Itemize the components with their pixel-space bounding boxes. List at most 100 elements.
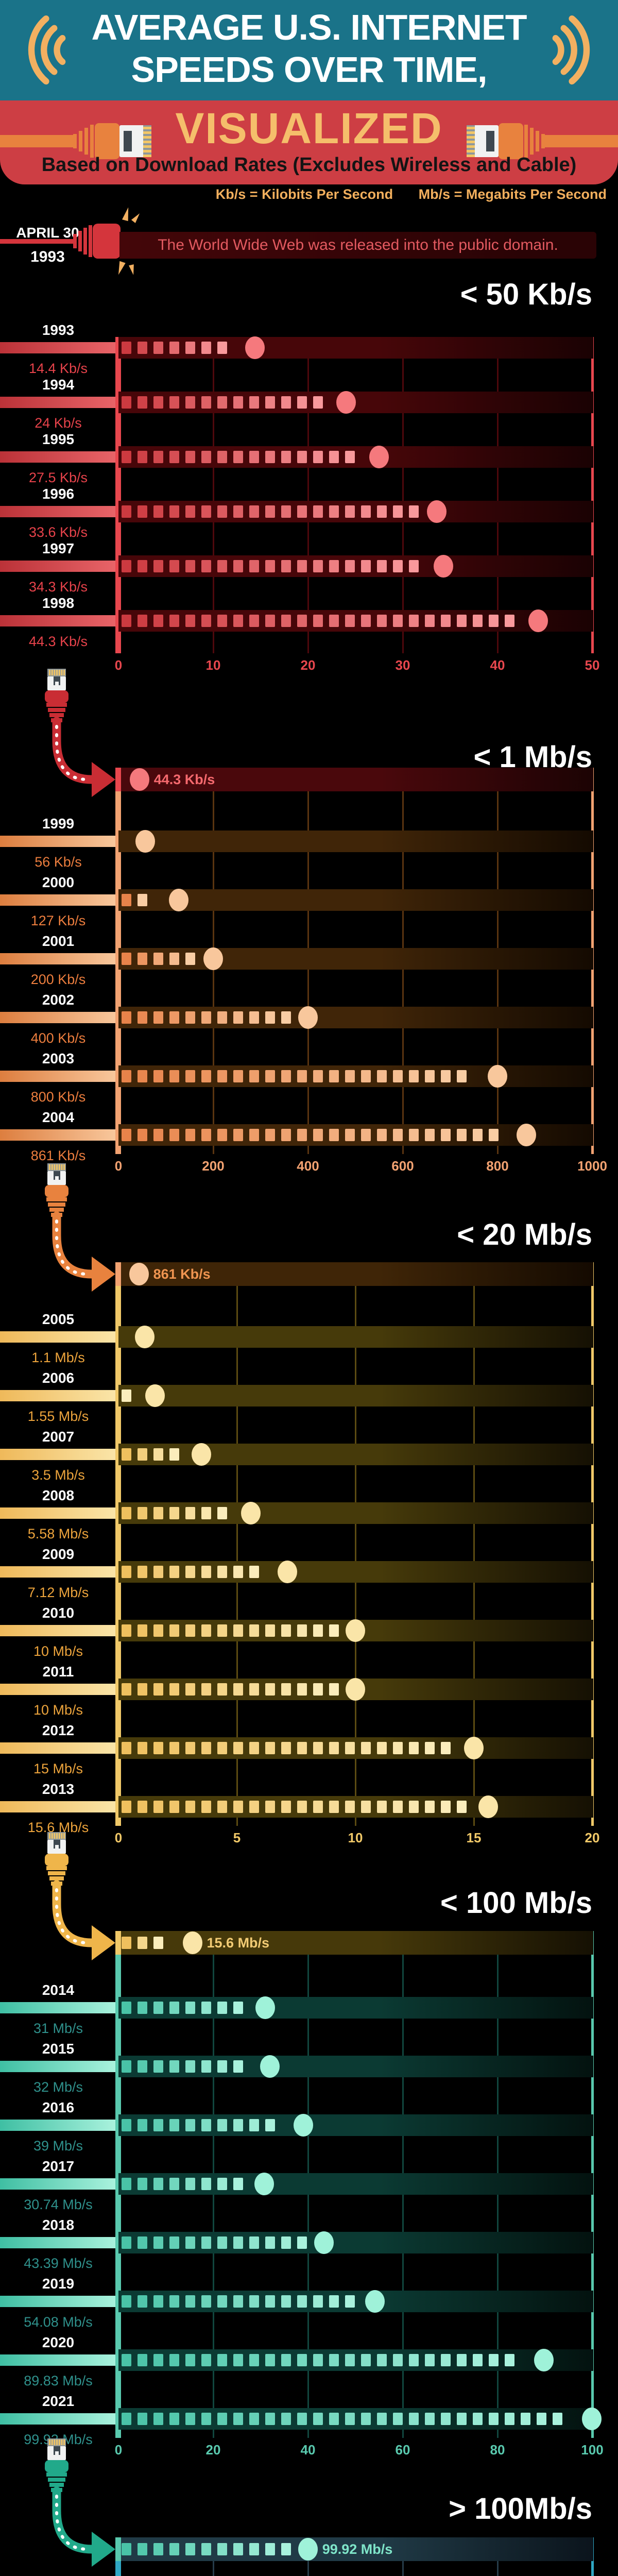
bar-dash <box>281 2413 291 2425</box>
axis-tick-label: 50 <box>585 657 600 673</box>
bar-dash <box>233 1011 243 1024</box>
bar-dash <box>281 1070 291 1082</box>
speed-label: 7.12 Mb/s <box>27 1585 89 1600</box>
speed-label: 1.1 Mb/s <box>31 1350 85 1365</box>
year-label: 2017 <box>42 2158 75 2174</box>
bar-dash <box>169 560 179 572</box>
bar-dash <box>153 1448 163 1461</box>
ethernet-connector-icon <box>31 669 124 803</box>
bar-dash <box>138 1011 147 1024</box>
bar-dash <box>313 560 323 572</box>
bar-dash <box>489 2354 499 2366</box>
chart-right-border <box>591 1262 594 1826</box>
bar-dash <box>201 2002 211 2014</box>
cable-lead <box>0 1012 115 1023</box>
bar-dash <box>265 560 275 572</box>
speed-label: 43.39 Mb/s <box>24 2256 93 2271</box>
bar-dash <box>153 2236 163 2249</box>
bar-dash <box>313 2354 323 2366</box>
bar-dash <box>249 2295 259 2308</box>
bar-endpoint <box>534 2349 554 2371</box>
bar-dash <box>169 615 179 627</box>
year-label: 2000 <box>42 874 75 890</box>
bar-dash <box>169 1448 179 1461</box>
bar-strip <box>118 2173 593 2195</box>
bar-dash <box>361 2354 371 2366</box>
bar-dash <box>233 560 243 572</box>
cable-lead <box>0 2237 115 2248</box>
bar-dash <box>313 1683 323 1696</box>
cable-lead <box>0 561 115 572</box>
bar-dash <box>249 1566 259 1578</box>
axis-tick-label: 40 <box>300 2442 316 2458</box>
reference-bar <box>118 2537 593 2561</box>
bar-dash <box>233 451 243 463</box>
bar-dash <box>169 1683 179 1696</box>
axis-tick-label: 0 <box>114 1158 123 1174</box>
bar-dash <box>185 615 195 627</box>
axis-tick-label: 10 <box>205 657 221 673</box>
bar-dash <box>441 615 451 627</box>
bar-dash <box>185 2002 195 2014</box>
year-label: 2013 <box>42 1781 75 1797</box>
bar-dash <box>265 1011 275 1024</box>
bar-dash <box>265 1683 275 1696</box>
bar-dash <box>297 1801 307 1813</box>
bar-dash <box>425 1129 435 1141</box>
bar-dash <box>361 615 371 627</box>
subtitle: VISUALIZED <box>175 104 443 152</box>
bar-dash <box>185 2295 195 2308</box>
bar-dash <box>377 615 387 627</box>
bar-dash <box>313 615 323 627</box>
section-title: < 100 Mb/s <box>440 1886 592 1920</box>
axis-line <box>115 768 121 1154</box>
bar-dash <box>297 2413 307 2425</box>
reference-bar <box>118 768 593 791</box>
bar-dash <box>457 615 467 627</box>
axis-tick-label: 0 <box>114 1830 123 1845</box>
bar-dash <box>153 615 163 627</box>
bar-dash <box>138 396 147 409</box>
grid-line <box>497 337 499 653</box>
axis-tick-label: 30 <box>395 657 410 673</box>
bar-dash <box>297 2354 307 2366</box>
bar-dash <box>361 1070 371 1082</box>
bar-dash <box>153 1801 163 1813</box>
callout-text: The World Wide Web was released into the… <box>158 236 558 253</box>
bar-dash <box>249 1624 259 1637</box>
bar-dash <box>377 1070 387 1082</box>
bar-dash <box>122 1566 131 1578</box>
bar-dash <box>265 505 275 518</box>
bar-dash <box>153 451 163 463</box>
bar-dash <box>233 2295 243 2308</box>
cable-lead <box>0 1742 115 1754</box>
bar-dash <box>297 1129 307 1141</box>
bar-dash <box>233 2236 243 2249</box>
bar-dash <box>185 1011 195 1024</box>
bar-dash <box>201 451 211 463</box>
ethernet-connector-icon <box>31 1832 124 1966</box>
bar-dash <box>185 2354 195 2366</box>
year-label: 2019 <box>42 2276 75 2292</box>
bar-dash <box>201 1011 211 1024</box>
bar-dash <box>217 2002 227 2014</box>
bar-dash <box>233 2354 243 2366</box>
bar-dash <box>409 1801 419 1813</box>
bar-dash <box>409 1742 419 1754</box>
bar-dash <box>313 2413 323 2425</box>
bar-dash <box>217 2119 227 2131</box>
bar-dash <box>313 396 323 409</box>
bar-endpoint <box>129 1263 149 1285</box>
bar-dash <box>457 2354 467 2366</box>
bar-dash <box>441 2413 451 2425</box>
bar-endpoint <box>260 2055 280 2078</box>
bar-dash <box>153 1937 163 1949</box>
bar-dash <box>122 2295 131 2308</box>
bar-dash <box>122 1448 131 1461</box>
bar-dash <box>409 560 419 572</box>
bar-dash <box>249 1011 259 1024</box>
bar-dash <box>409 615 419 627</box>
bar-dash <box>313 1129 323 1141</box>
bar-strip <box>118 1124 593 1146</box>
bar-strip <box>118 1065 593 1087</box>
